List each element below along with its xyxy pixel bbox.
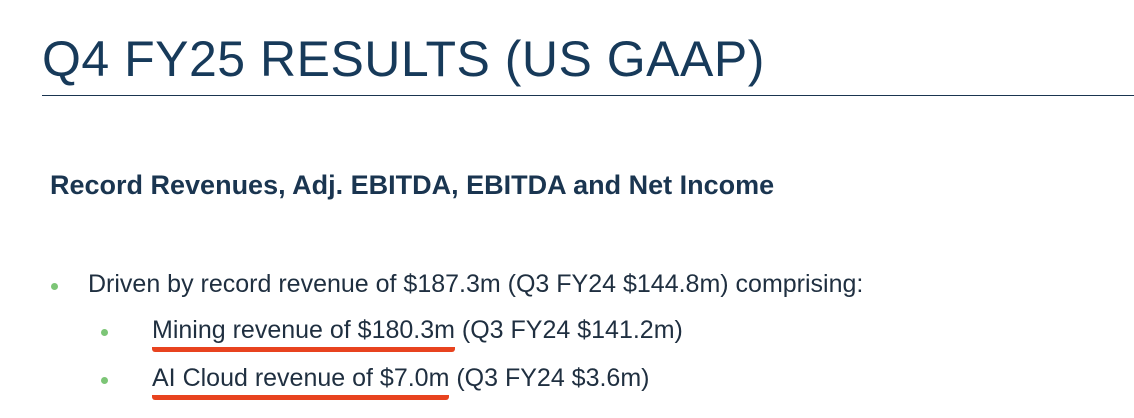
slide-title: Q4 FY25 RESULTS (US GAAP) [42, 31, 765, 87]
sub-bullet-dot [101, 329, 108, 336]
sub-bullet-text: (Q3 FY24 $141.2m) [454, 316, 683, 344]
sub-bullet-dot [101, 377, 108, 384]
bullet-dot [51, 283, 58, 290]
section-heading: Record Revenues, Adj. EBITDA, EBITDA and… [50, 170, 775, 200]
bullet-text: Driven by record revenue of $187.3m (Q3 … [88, 270, 864, 298]
underlined-text: Mining revenue of $180.3m [152, 316, 455, 352]
title-rule [42, 95, 1134, 96]
underlined-text: AI Cloud revenue of $7.0m [152, 364, 450, 400]
sub-bullet: AI Cloud revenue of $7.0m (Q3 FY24 $3.6m… [152, 364, 649, 400]
sub-bullet-text: (Q3 FY24 $3.6m) [449, 364, 650, 392]
sub-bullet: Mining revenue of $180.3m (Q3 FY24 $141.… [152, 316, 683, 352]
